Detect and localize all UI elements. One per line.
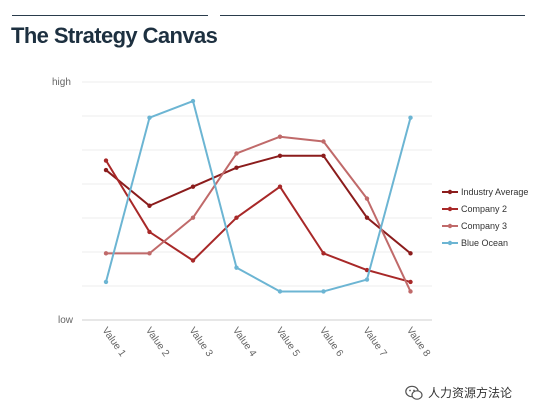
legend-marker [447, 206, 453, 212]
data-point [190, 98, 196, 104]
legend-label: Company 3 [461, 221, 507, 231]
wechat-icon [405, 385, 423, 400]
x-tick-label: Value 7 [361, 325, 389, 359]
data-point [147, 115, 152, 120]
series-line [105, 154, 412, 255]
legend-label: Company 2 [461, 204, 507, 214]
data-point [364, 196, 370, 201]
page-title: The Strategy Canvas [11, 23, 218, 48]
data-point [234, 165, 239, 170]
data-point [321, 153, 326, 158]
data-point [277, 184, 283, 189]
data-point [147, 203, 152, 208]
legend-marker [447, 240, 453, 246]
x-tick-label: Value 8 [404, 325, 432, 359]
data-point [234, 265, 239, 270]
x-tick-label: Value 1 [100, 325, 128, 359]
chart-series [103, 98, 413, 294]
y-axis-high-label: high [52, 77, 71, 88]
data-point [103, 158, 109, 163]
watermark: 人力资源方法论 [405, 384, 512, 401]
series-line [105, 100, 412, 293]
data-point [190, 215, 196, 220]
chart-grid [82, 81, 432, 321]
data-point [408, 251, 413, 256]
x-tick-label: Value 4 [230, 325, 258, 359]
data-point [190, 184, 196, 189]
title-rule-right [220, 15, 525, 16]
legend-marker [447, 223, 453, 229]
series-line [105, 160, 411, 283]
data-point [321, 251, 326, 256]
x-tick-label: Value 3 [187, 325, 215, 359]
x-tick-label: Value 6 [317, 325, 345, 359]
data-point [277, 153, 283, 158]
legend-marker [447, 189, 453, 195]
watermark-text: 人力资源方法论 [428, 386, 513, 400]
legend-label: Blue Ocean [461, 238, 508, 248]
x-tick-label: Value 2 [143, 325, 171, 359]
data-point [234, 215, 239, 220]
data-point [408, 279, 413, 285]
data-point [103, 167, 109, 173]
data-point [364, 215, 370, 220]
data-point [408, 289, 413, 294]
y-axis-low-label: low [58, 315, 74, 326]
data-point [321, 289, 326, 294]
data-point [408, 115, 413, 120]
data-point [364, 267, 370, 273]
data-point [234, 151, 239, 156]
data-point [147, 229, 152, 235]
data-point [147, 251, 152, 256]
data-point [190, 258, 196, 263]
title-rule-left [12, 15, 208, 16]
data-point [277, 289, 283, 294]
data-point [277, 134, 283, 139]
data-point [364, 277, 370, 282]
legend-label: Industry Average [461, 187, 528, 197]
data-point [103, 251, 109, 256]
x-axis: Value 1 Value 2 Value 3 Value 4 Value 5 Value… [100, 325, 433, 359]
x-tick-label: Value 5 [274, 325, 302, 359]
chart-legend: Industry Average Company 2 Company 3 Blue O… [442, 187, 528, 248]
data-point [321, 139, 326, 144]
series-line [106, 135, 412, 292]
data-point [103, 279, 109, 285]
